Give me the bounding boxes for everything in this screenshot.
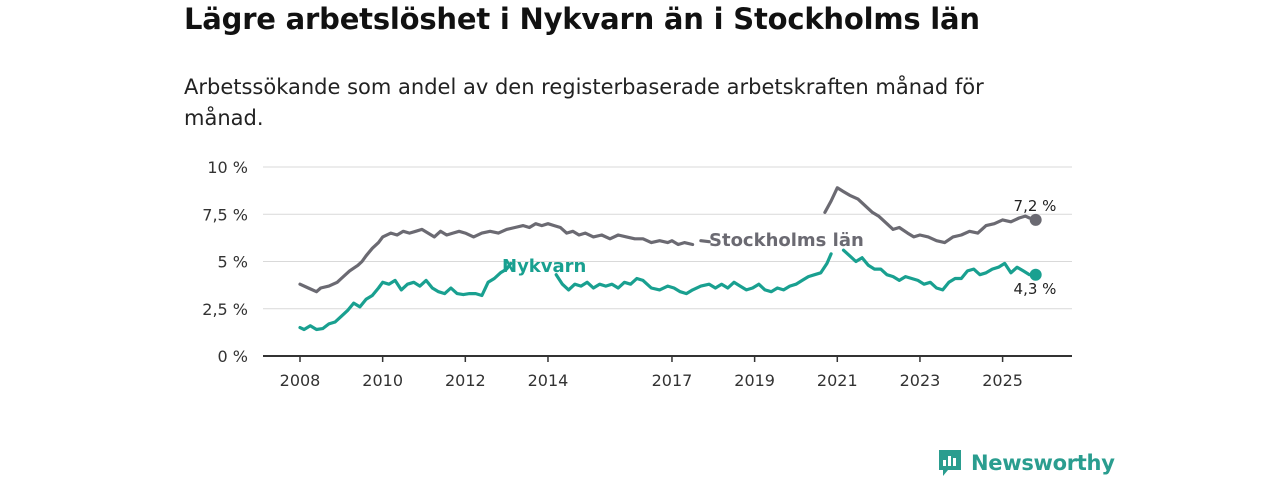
x-tick-label: 2008	[280, 371, 321, 390]
series-line-stockholms-l-n	[298, 222, 695, 294]
series-label-stockholms-lan: Stockholms län	[709, 230, 864, 251]
chart-title: Lägre arbetslöshet i Nykvarn än i Stockh…	[184, 2, 980, 36]
y-tick-label: 2,5 %	[202, 300, 248, 319]
series-line-stockholms-l-n	[823, 186, 1038, 245]
series-labels: Stockholms län Nykvarn 7,2 % 4,3 %	[502, 197, 1056, 298]
x-tick-label: 2019	[734, 371, 775, 390]
x-tick-label: 2025	[982, 371, 1023, 390]
gridlines	[263, 166, 1072, 310]
newsworthy-brand: Newsworthy	[937, 448, 1115, 478]
newsworthy-logo-icon	[939, 450, 961, 476]
y-tick-label: 10 %	[207, 158, 248, 177]
end-point-stockholms-l-n	[1029, 213, 1042, 226]
x-tick-label: 2021	[817, 371, 858, 390]
series-line-nykvarn	[841, 248, 1038, 292]
y-tick-label: 0 %	[218, 347, 248, 366]
brand-name: Newsworthy	[971, 451, 1115, 475]
series-lines	[298, 186, 1042, 332]
end-label-stockholms-lan: 7,2 %	[1014, 197, 1057, 215]
axes: 0 % 2,5 % 5 % 7,5 % 10 % 2008 2010 2012 2014 2017…	[202, 158, 1072, 390]
x-tick-label: 2012	[445, 371, 486, 390]
series-line-nykvarn	[554, 252, 833, 296]
series-label-nykvarn: Nykvarn	[502, 256, 586, 277]
x-tick-label: 2023	[900, 371, 941, 390]
series-line-nykvarn	[298, 261, 513, 332]
x-tick-label: 2017	[652, 371, 693, 390]
y-tick-label: 5 %	[218, 253, 248, 272]
chart-subtitle: Arbetssökande som andel av den registerb…	[184, 75, 984, 130]
series-line-stockholms-l-n	[699, 239, 711, 244]
x-tick-label: 2014	[528, 371, 569, 390]
end-point-nykvarn	[1029, 268, 1042, 281]
y-tick-label: 7,5 %	[202, 205, 248, 224]
end-label-nykvarn: 4,3 %	[1014, 280, 1057, 298]
x-tick-label: 2010	[362, 371, 403, 390]
